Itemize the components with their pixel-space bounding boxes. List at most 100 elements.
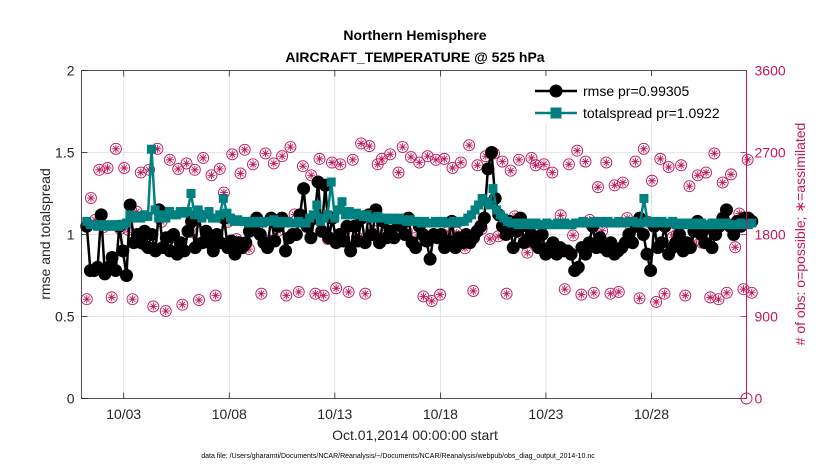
obs-possible-marker — [363, 140, 376, 153]
obs-assimilated-marker — [689, 237, 698, 246]
obs-possible-marker — [234, 167, 247, 180]
obs-assimilated-marker — [240, 145, 249, 154]
obs-assimilated-marker — [211, 291, 220, 300]
obs-assimilated-marker — [465, 141, 474, 150]
obs-assimilated-marker — [639, 144, 648, 153]
rmse-point — [94, 208, 108, 222]
obs-assimilated-marker — [365, 142, 374, 151]
obs-assimilated-marker — [406, 153, 415, 162]
rmse-point — [683, 241, 697, 255]
obs-possible-marker — [280, 289, 293, 302]
obs-possible-marker — [538, 158, 550, 171]
obs-assimilated-marker — [319, 291, 328, 300]
rmse-point — [123, 198, 137, 212]
totalspread-point — [301, 218, 311, 228]
obs-possible-marker — [238, 143, 251, 156]
chart-title-line1: Northern Hemisphere — [343, 27, 486, 43]
obs-possible-marker — [359, 287, 372, 300]
totalspread-point — [215, 210, 225, 220]
obs-possible-marker — [575, 288, 588, 301]
obs-possible-marker — [716, 176, 729, 189]
obs-possible-marker — [147, 300, 160, 313]
obs-assimilated-marker — [564, 160, 573, 169]
obs-assimilated-marker — [714, 295, 723, 304]
obs-possible-marker — [525, 152, 538, 164]
obs-possible-marker — [704, 291, 717, 304]
obs-possible-marker — [292, 285, 305, 298]
obs-possible-marker — [105, 291, 118, 304]
obs-possible-marker — [600, 156, 613, 169]
rmse-point — [481, 162, 495, 176]
obs-assimilated-marker — [560, 285, 569, 294]
obs-assimilated-marker — [444, 227, 453, 236]
obs-assimilated-marker — [178, 300, 187, 309]
obs-assimilated-marker — [747, 288, 756, 297]
obs-possible-marker — [741, 153, 754, 166]
data-file-footnote: data file: /Users/gharamti/Documents/NCA… — [201, 453, 595, 460]
rmse-point — [640, 247, 654, 261]
legend-totalspread-label: totalspread pr=1.0922 — [583, 105, 720, 121]
obs-assimilated-marker — [693, 171, 702, 180]
x-tick-label: 10/08 — [212, 406, 247, 422]
obs-assimilated-marker — [527, 153, 536, 162]
obs-assimilated-marker — [111, 144, 120, 153]
x-tick-label: 10/13 — [317, 406, 352, 422]
totalspread-point — [204, 207, 214, 217]
obs-possible-marker — [496, 155, 509, 168]
rmse-point — [579, 247, 593, 261]
obs-assimilated-marker — [128, 295, 137, 304]
obs-assimilated-marker — [373, 160, 382, 169]
obs-assimilated-marker — [336, 160, 345, 169]
obs-assimilated-marker — [677, 161, 686, 170]
obs-assimilated-marker — [681, 291, 690, 300]
totalspread-point — [635, 218, 645, 228]
x-tick-label: 10/28 — [634, 406, 669, 422]
obs-possible-marker — [259, 147, 272, 160]
rmse-point — [268, 234, 282, 248]
totalspread-point — [121, 218, 131, 228]
rmse-point — [499, 228, 513, 241]
obs-possible-marker — [163, 153, 176, 166]
obs-possible-marker — [650, 295, 663, 308]
obs-possible-marker — [118, 162, 131, 174]
obs-possible-marker — [226, 148, 239, 161]
obs-assimilated-marker — [91, 215, 100, 224]
obs-possible-marker — [126, 293, 139, 306]
totalspread-point — [146, 144, 156, 154]
rmse-point — [423, 252, 437, 266]
obs-assimilated-marker — [635, 294, 644, 303]
x-axis-label: Oct.01,2014 00:00:00 start — [332, 427, 498, 443]
obs-possible-marker — [313, 152, 326, 165]
obs-possible-marker — [255, 287, 268, 300]
right-tick-label: 0 — [755, 391, 763, 407]
chart-title-line2: AIRCRAFT_TEMPERATURE @ 525 hPa — [285, 49, 544, 65]
rmse-point — [279, 244, 293, 258]
obs-assimilated-marker — [344, 287, 353, 296]
totalspread-point — [488, 184, 498, 194]
obs-assimilated-marker — [207, 171, 216, 180]
obs-assimilated-marker — [469, 286, 478, 295]
y-tick-label: 0 — [67, 391, 75, 407]
obs-assimilated-marker — [427, 297, 436, 306]
obs-assimilated-marker — [136, 168, 145, 177]
obs-possible-marker — [529, 159, 542, 172]
rmse-point — [120, 269, 134, 282]
obs-assimilated-marker — [664, 163, 673, 172]
obs-assimilated-marker — [502, 289, 511, 298]
obs-assimilated-marker — [361, 289, 370, 298]
obs-possible-marker — [267, 157, 280, 170]
legend: rmse pr=0.99305 totalspread pr=1.0922 — [531, 76, 742, 123]
rmse-point — [535, 228, 549, 241]
obs-assimilated-marker — [648, 176, 657, 185]
obs-assimilated-marker — [415, 158, 424, 167]
legend-rmse-marker — [549, 84, 563, 98]
obs-possible-marker — [425, 295, 438, 307]
rmse-point — [626, 236, 640, 250]
obs-possible-marker — [562, 158, 575, 171]
obs-assimilated-marker — [431, 155, 440, 164]
obs-assimilated-marker — [577, 290, 586, 299]
obs-possible-marker — [405, 151, 417, 164]
obs-assimilated-marker — [610, 181, 619, 190]
obs-possible-marker — [729, 241, 742, 254]
obs-possible-marker — [571, 144, 584, 157]
